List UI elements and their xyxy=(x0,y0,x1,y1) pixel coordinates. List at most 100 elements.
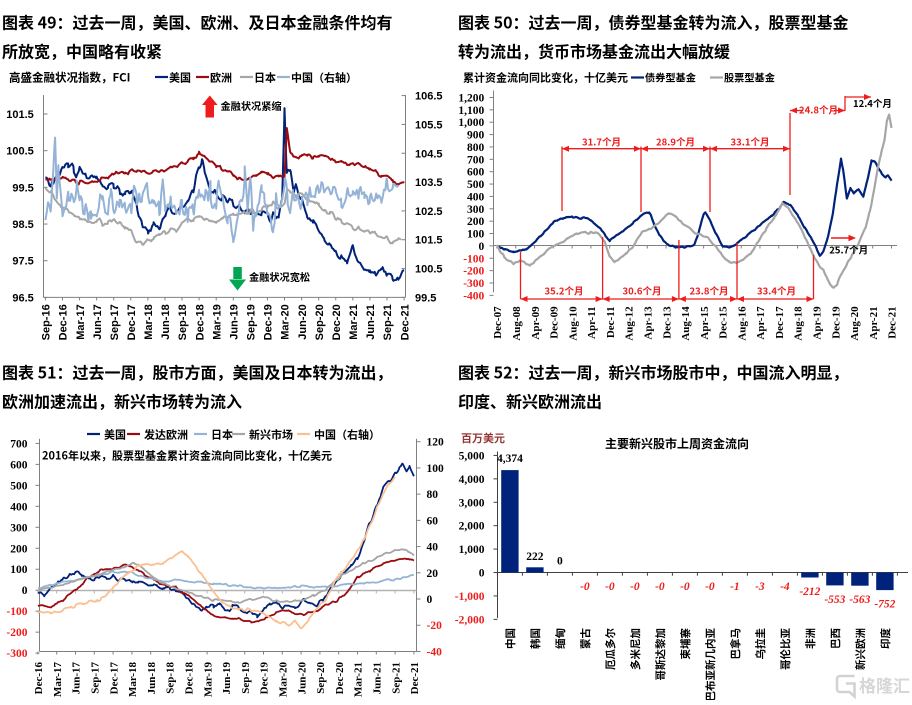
svg-text:105.5: 105.5 xyxy=(415,119,443,131)
svg-text:Jun-18: Jun-18 xyxy=(146,662,158,695)
svg-text:1,000: 1,000 xyxy=(459,544,485,556)
svg-text:-0: -0 xyxy=(580,581,590,593)
svg-text:-0: -0 xyxy=(680,581,690,593)
svg-text:Sep-19: Sep-19 xyxy=(240,662,252,694)
svg-text:Mar-21: Mar-21 xyxy=(348,304,360,339)
svg-text:Dec-18: Dec-18 xyxy=(184,662,196,695)
svg-text:3,000: 3,000 xyxy=(459,497,485,509)
svg-text:1,200: 1,200 xyxy=(458,92,484,104)
svg-text:300: 300 xyxy=(467,204,485,216)
svg-text:103.5: 103.5 xyxy=(415,177,443,189)
svg-text:-0: -0 xyxy=(630,581,640,593)
svg-text:Jun-20: Jun-20 xyxy=(296,662,308,695)
svg-text:24.8个月: 24.8个月 xyxy=(799,102,838,116)
svg-text:4,374: 4,374 xyxy=(497,453,523,465)
svg-text:0: 0 xyxy=(479,568,485,580)
svg-text:Dec-16: Dec-16 xyxy=(33,662,45,695)
svg-text:Dec-07: Dec-07 xyxy=(492,306,504,339)
svg-text:-40: -40 xyxy=(427,646,443,658)
svg-text:百万美元: 百万美元 xyxy=(461,430,505,446)
svg-text:Aug-18: Aug-18 xyxy=(793,306,805,341)
svg-text:5,000: 5,000 xyxy=(459,450,485,462)
svg-text:28.9个月: 28.9个月 xyxy=(656,134,695,148)
svg-text:-1: -1 xyxy=(730,581,740,593)
svg-text:23.8个月: 23.8个月 xyxy=(690,284,729,298)
svg-text:35.2个月: 35.2个月 xyxy=(545,284,584,298)
svg-text:101.5: 101.5 xyxy=(6,109,34,121)
svg-text:Jun-21: Jun-21 xyxy=(365,304,377,339)
svg-text:Mar-18: Mar-18 xyxy=(143,304,155,339)
svg-text:-4: -4 xyxy=(780,581,790,593)
svg-text:美国: 美国 xyxy=(104,427,126,443)
svg-text:104.5: 104.5 xyxy=(415,148,443,160)
svg-text:-0: -0 xyxy=(605,581,615,593)
svg-text:金融状况紧缩: 金融状况紧缩 xyxy=(221,98,282,113)
svg-text:巴布亚新几内亚: 巴布亚新几内亚 xyxy=(703,628,718,700)
svg-text:101.5: 101.5 xyxy=(415,235,443,247)
svg-text:200: 200 xyxy=(467,216,485,228)
svg-text:所放宽，中国略有收紧: 所放宽，中国略有收紧 xyxy=(2,39,162,63)
svg-text:97.5: 97.5 xyxy=(12,256,33,268)
svg-text:金融状况宽松: 金融状况宽松 xyxy=(249,269,310,284)
svg-text:Jun-19: Jun-19 xyxy=(221,662,233,695)
svg-text:中国（右轴）: 中国（右轴） xyxy=(314,427,380,443)
svg-text:100: 100 xyxy=(467,229,485,241)
svg-text:Mar-20: Mar-20 xyxy=(278,662,290,698)
svg-text:4,000: 4,000 xyxy=(459,474,485,486)
svg-text:Jun-17: Jun-17 xyxy=(92,304,104,339)
svg-text:0: 0 xyxy=(557,556,563,568)
svg-text:欧洲: 欧洲 xyxy=(210,70,232,86)
svg-text:Apr-17: Apr-17 xyxy=(755,306,767,340)
svg-text:400: 400 xyxy=(10,501,28,513)
svg-text:100: 100 xyxy=(10,564,28,576)
svg-text:Jun-19: Jun-19 xyxy=(228,304,240,339)
svg-text:600: 600 xyxy=(10,459,28,471)
svg-text:Dec-17: Dec-17 xyxy=(774,306,786,339)
svg-text:Dec-16: Dec-16 xyxy=(58,304,70,340)
svg-text:Jun-21: Jun-21 xyxy=(372,662,384,694)
svg-text:Sep-21: Sep-21 xyxy=(382,304,394,340)
svg-text:99.5: 99.5 xyxy=(415,292,436,304)
svg-text:Aug-20: Aug-20 xyxy=(849,306,861,341)
svg-text:高盛金融状况指数，FCI: 高盛金融状况指数，FCI xyxy=(9,70,130,86)
svg-text:Dec-21: Dec-21 xyxy=(887,306,899,338)
svg-text:-0: -0 xyxy=(705,581,715,593)
svg-text:Dec-17: Dec-17 xyxy=(126,304,138,340)
svg-text:缅甸: 缅甸 xyxy=(553,628,568,649)
svg-text:222: 222 xyxy=(526,551,544,563)
svg-text:0: 0 xyxy=(479,241,485,253)
svg-text:Mar-21: Mar-21 xyxy=(353,662,365,697)
svg-text:20: 20 xyxy=(427,568,439,580)
svg-text:-553: -553 xyxy=(824,594,845,606)
svg-text:Sep-21: Sep-21 xyxy=(390,662,402,694)
svg-text:-212: -212 xyxy=(799,586,820,598)
svg-text:600: 600 xyxy=(467,167,485,179)
svg-text:102.5: 102.5 xyxy=(415,206,443,218)
svg-text:-0: -0 xyxy=(655,581,665,593)
svg-text:蒙古: 蒙古 xyxy=(578,628,593,649)
svg-text:Dec-19: Dec-19 xyxy=(830,306,842,339)
svg-text:Mar-18: Mar-18 xyxy=(127,662,139,698)
svg-text:80: 80 xyxy=(427,489,439,501)
svg-text:40: 40 xyxy=(427,542,439,554)
svg-text:Jun-20: Jun-20 xyxy=(297,304,309,339)
svg-text:25.7个月: 25.7个月 xyxy=(829,243,868,257)
svg-text:新兴欧洲: 新兴欧洲 xyxy=(853,628,868,670)
svg-text:-2,000: -2,000 xyxy=(455,614,485,626)
svg-text:400: 400 xyxy=(467,191,485,203)
svg-text:100.5: 100.5 xyxy=(6,146,34,158)
svg-text:图表 52：过去一周，新兴市场股市中，中国流入明显，: 图表 52：过去一周，新兴市场股市中，中国流入明显， xyxy=(458,360,849,384)
svg-text:Jun-18: Jun-18 xyxy=(160,304,172,339)
svg-text:100.5: 100.5 xyxy=(415,264,443,276)
svg-text:500: 500 xyxy=(467,179,485,191)
svg-text:印度、新兴欧洲流出: 印度、新兴欧洲流出 xyxy=(458,389,602,413)
svg-text:700: 700 xyxy=(467,154,485,166)
svg-text:800: 800 xyxy=(467,142,485,154)
svg-text:Dec-13: Dec-13 xyxy=(661,306,673,339)
svg-text:31.7个月: 31.7个月 xyxy=(582,134,621,148)
svg-text:图表 49：过去一周，美国、欧洲、及日本金融条件均有: 图表 49：过去一周，美国、欧洲、及日本金融条件均有 xyxy=(2,10,393,34)
svg-text:欧洲加速流出，新兴市场转为流入: 欧洲加速流出，新兴市场转为流入 xyxy=(2,389,242,413)
svg-text:Sep-17: Sep-17 xyxy=(90,662,102,694)
svg-text:30.6个月: 30.6个月 xyxy=(623,284,662,298)
svg-text:多米尼加: 多米尼加 xyxy=(628,628,643,670)
